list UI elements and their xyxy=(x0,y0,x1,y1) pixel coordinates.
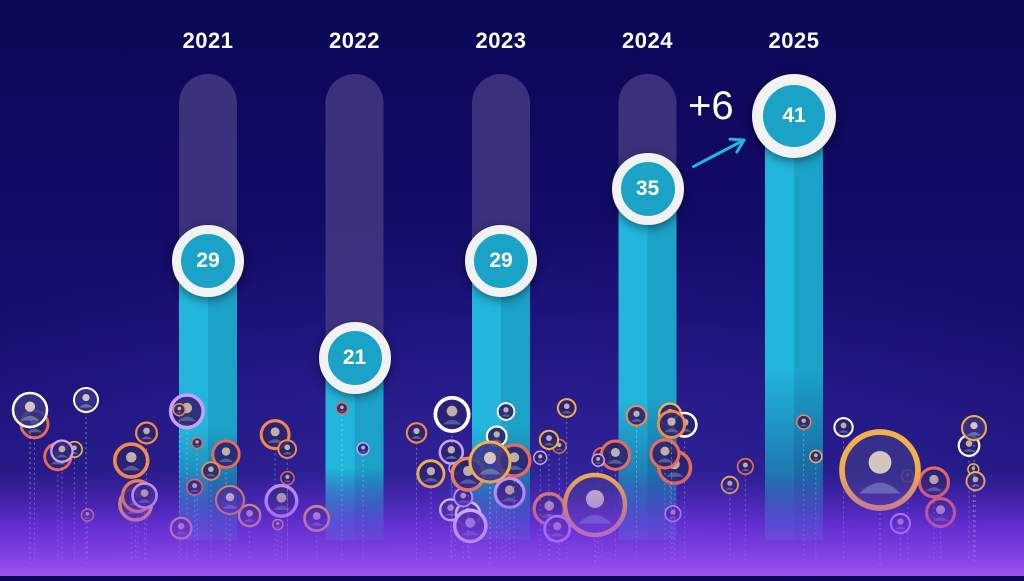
person-icon xyxy=(656,409,687,560)
annotation: +6 xyxy=(688,84,734,128)
floor-glow xyxy=(0,470,1024,576)
data-label: 21 xyxy=(318,322,391,394)
data-label: 29 xyxy=(172,225,244,298)
person-icon xyxy=(73,387,99,565)
tick-label: 2023 xyxy=(475,28,527,53)
data-label: 29 xyxy=(465,225,537,298)
tick-label: 2024 xyxy=(622,28,673,53)
person-icon xyxy=(405,422,428,560)
person-icon xyxy=(135,421,159,560)
bar-fade xyxy=(765,116,823,540)
person-icon xyxy=(961,415,987,565)
tick-label: 2022 xyxy=(329,28,380,53)
tick-label: 2025 xyxy=(768,28,820,53)
increase-arrow xyxy=(692,137,746,169)
tick-label: 2021 xyxy=(182,28,234,53)
arrow-line xyxy=(692,138,746,169)
arrow-head xyxy=(728,137,746,154)
data-label: 41 xyxy=(752,74,836,158)
data-label: 35 xyxy=(611,152,684,225)
person-icon xyxy=(211,439,241,560)
bar xyxy=(765,116,823,540)
person-icon xyxy=(433,395,471,560)
person-icon xyxy=(356,442,370,560)
